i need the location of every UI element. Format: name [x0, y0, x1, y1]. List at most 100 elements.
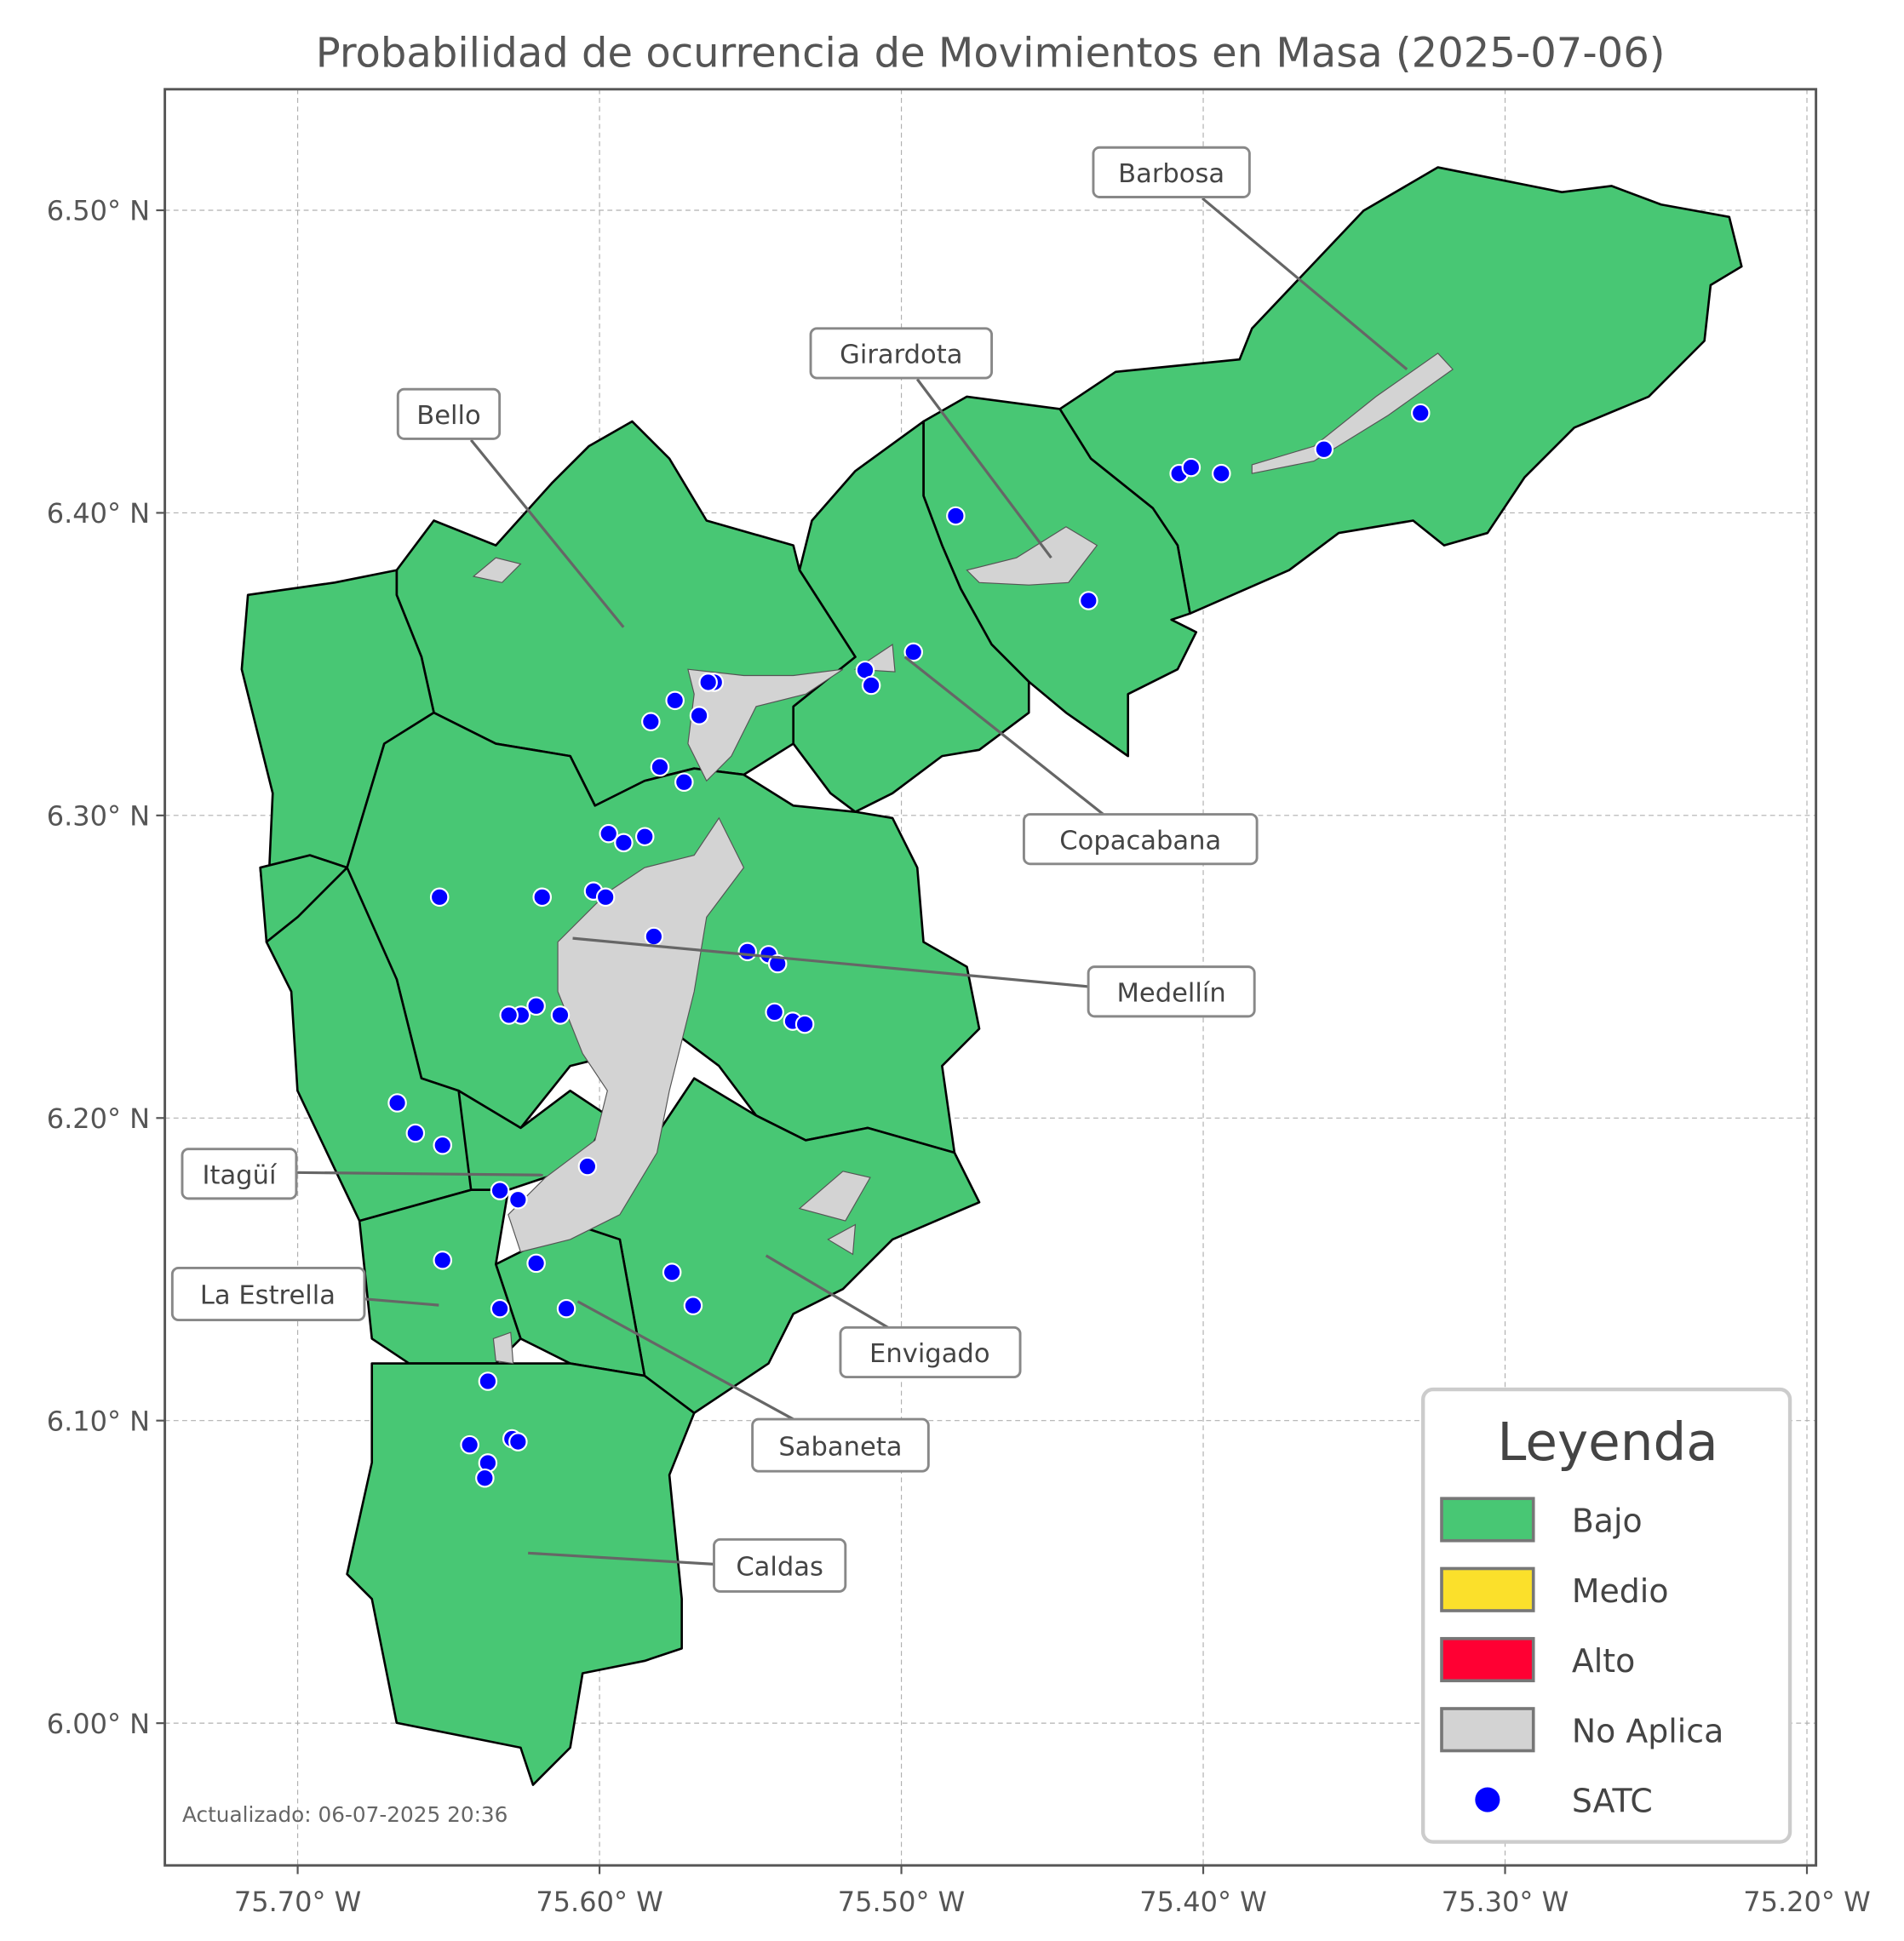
- municipality-la-estrella[interactable]: [358, 1188, 522, 1365]
- label-itagui: Itagüí: [202, 1160, 277, 1190]
- satc-station-point[interactable]: [650, 757, 670, 777]
- satc-station-point[interactable]: [634, 827, 655, 847]
- satc-station-point[interactable]: [508, 1432, 528, 1451]
- satc-station-point[interactable]: [595, 887, 616, 908]
- legend-label: Alto: [1572, 1642, 1635, 1680]
- satc-station-point[interactable]: [903, 642, 924, 662]
- satc-station-point[interactable]: [433, 1135, 453, 1155]
- x-tick-label: 75.20° W: [1743, 1886, 1870, 1918]
- satc-station-point[interactable]: [405, 1123, 426, 1143]
- satc-station-point[interactable]: [737, 942, 758, 962]
- satc-station-point[interactable]: [689, 706, 709, 725]
- legend-label: Medio: [1572, 1572, 1669, 1610]
- satc-station-point[interactable]: [767, 953, 788, 974]
- satc-station-point[interactable]: [460, 1434, 479, 1455]
- urban-area-envigado: [798, 1171, 871, 1222]
- y-tick-label: 6.50° N: [47, 195, 150, 227]
- satc-station-point[interactable]: [478, 1371, 498, 1391]
- annotation-sabaneta: Sabaneta: [576, 1300, 930, 1473]
- satc-station-point[interactable]: [532, 887, 552, 908]
- satc-station-point[interactable]: [674, 772, 694, 793]
- annotation-girardota: Girardota: [809, 327, 1052, 559]
- satc-station-point[interactable]: [683, 1296, 703, 1315]
- y-tick-label: 6.30° N: [47, 799, 150, 832]
- urban-area-barbosa: [1251, 352, 1454, 474]
- satc-station-point[interactable]: [556, 1298, 576, 1319]
- urban-area-medellin: [508, 816, 745, 1253]
- legend-swatch-alto: [1440, 1636, 1535, 1683]
- urban-area-bello-north: [472, 557, 522, 583]
- satc-station-point[interactable]: [644, 926, 664, 947]
- satc-station-point[interactable]: [794, 1014, 815, 1034]
- legend-label: Bajo: [1572, 1503, 1643, 1540]
- satc-station-point[interactable]: [475, 1468, 495, 1488]
- satc-station-point[interactable]: [526, 1253, 546, 1274]
- annotation-envigado: Envigado: [765, 1254, 1022, 1379]
- legend-swatch-no-aplica: [1440, 1707, 1535, 1753]
- satc-station-point[interactable]: [1410, 403, 1431, 423]
- satc-stations: [387, 403, 1431, 1488]
- y-tick-label: 6.00° N: [47, 1708, 150, 1740]
- satc-station-point[interactable]: [1181, 457, 1201, 478]
- satc-station-point[interactable]: [662, 1263, 682, 1282]
- x-tick-label: 75.60° W: [536, 1886, 662, 1918]
- satc-station-point[interactable]: [698, 673, 718, 692]
- x-tick-label: 75.70° W: [234, 1886, 361, 1918]
- satc-station-point[interactable]: [861, 675, 881, 696]
- legend-title: Leyenda: [1497, 1412, 1718, 1473]
- urban-area-caldas: [492, 1331, 514, 1365]
- satc-station-point[interactable]: [490, 1181, 510, 1200]
- label-envigado: Envigado: [869, 1339, 989, 1369]
- satc-station-point[interactable]: [387, 1093, 407, 1113]
- y-tick-label: 6.20° N: [47, 1102, 150, 1135]
- satc-station-point[interactable]: [1212, 463, 1231, 484]
- x-tick-label: 75.30° W: [1442, 1886, 1569, 1918]
- urban-area-envigado-2: [827, 1223, 857, 1256]
- axes-frame: [163, 88, 1818, 1867]
- satc-station-point[interactable]: [1314, 439, 1334, 460]
- satc-station-point[interactable]: [665, 690, 685, 711]
- legend-label: SATC: [1572, 1783, 1653, 1820]
- satc-station-point[interactable]: [599, 823, 618, 844]
- satc-station-point[interactable]: [499, 1005, 519, 1025]
- label-la-estrella: La Estrella: [200, 1281, 335, 1311]
- axis-ticks: 75.70° W 75.60° W 75.50° W 75.40° W 75.30° W…: [47, 195, 1871, 1918]
- satc-station-point[interactable]: [526, 996, 546, 1016]
- satc-station-point[interactable]: [508, 1189, 528, 1210]
- annotation-itagui: Itagüí: [181, 1148, 543, 1200]
- satc-station-point[interactable]: [429, 887, 450, 908]
- footnote-updated: Actualizado: 06-07-2025 20:36: [182, 1802, 508, 1827]
- x-tick-label: 75.40° W: [1139, 1886, 1266, 1918]
- legend-label: No Aplica: [1572, 1712, 1723, 1749]
- y-tick-label: 6.10° N: [47, 1405, 150, 1437]
- label-copacabana: Copacabana: [1059, 826, 1221, 856]
- municipality-caldas[interactable]: [346, 1362, 696, 1786]
- annotation-la-estrella: La Estrella: [170, 1266, 439, 1322]
- satc-station-point[interactable]: [765, 1002, 784, 1022]
- annotation-bello: Bello: [396, 387, 625, 628]
- label-medellin: Medellín: [1117, 978, 1226, 1008]
- legend: Leyenda Bajo Medio Alto No Aplica SATC: [1420, 1387, 1792, 1844]
- legend-marker-satc: [1475, 1787, 1500, 1812]
- label-bello: Bello: [416, 401, 480, 431]
- satc-station-point[interactable]: [577, 1156, 598, 1177]
- satc-station-point[interactable]: [550, 1005, 571, 1025]
- urban-area-girardota: [966, 526, 1098, 586]
- legend-swatch-medio: [1440, 1566, 1535, 1612]
- satc-station-point[interactable]: [433, 1251, 453, 1270]
- x-tick-label: 75.50° W: [838, 1886, 965, 1918]
- satc-station-point[interactable]: [1079, 591, 1098, 610]
- annotations: Barbosa Girardota Bello Copacabana Medel…: [170, 146, 1408, 1593]
- chart-title: Probabilidad de ocurrencia de Movimiento…: [316, 30, 1666, 77]
- label-sabaneta: Sabaneta: [778, 1432, 902, 1462]
- label-barbosa: Barbosa: [1118, 159, 1224, 189]
- y-tick-label: 6.40° N: [47, 497, 150, 530]
- satc-station-point[interactable]: [614, 833, 634, 853]
- label-caldas: Caldas: [736, 1552, 823, 1582]
- satc-station-point[interactable]: [946, 506, 966, 526]
- satc-station-point[interactable]: [490, 1298, 510, 1319]
- satc-station-point[interactable]: [641, 712, 661, 731]
- urban-area-bello: [687, 668, 844, 782]
- label-girardota: Girardota: [840, 341, 962, 370]
